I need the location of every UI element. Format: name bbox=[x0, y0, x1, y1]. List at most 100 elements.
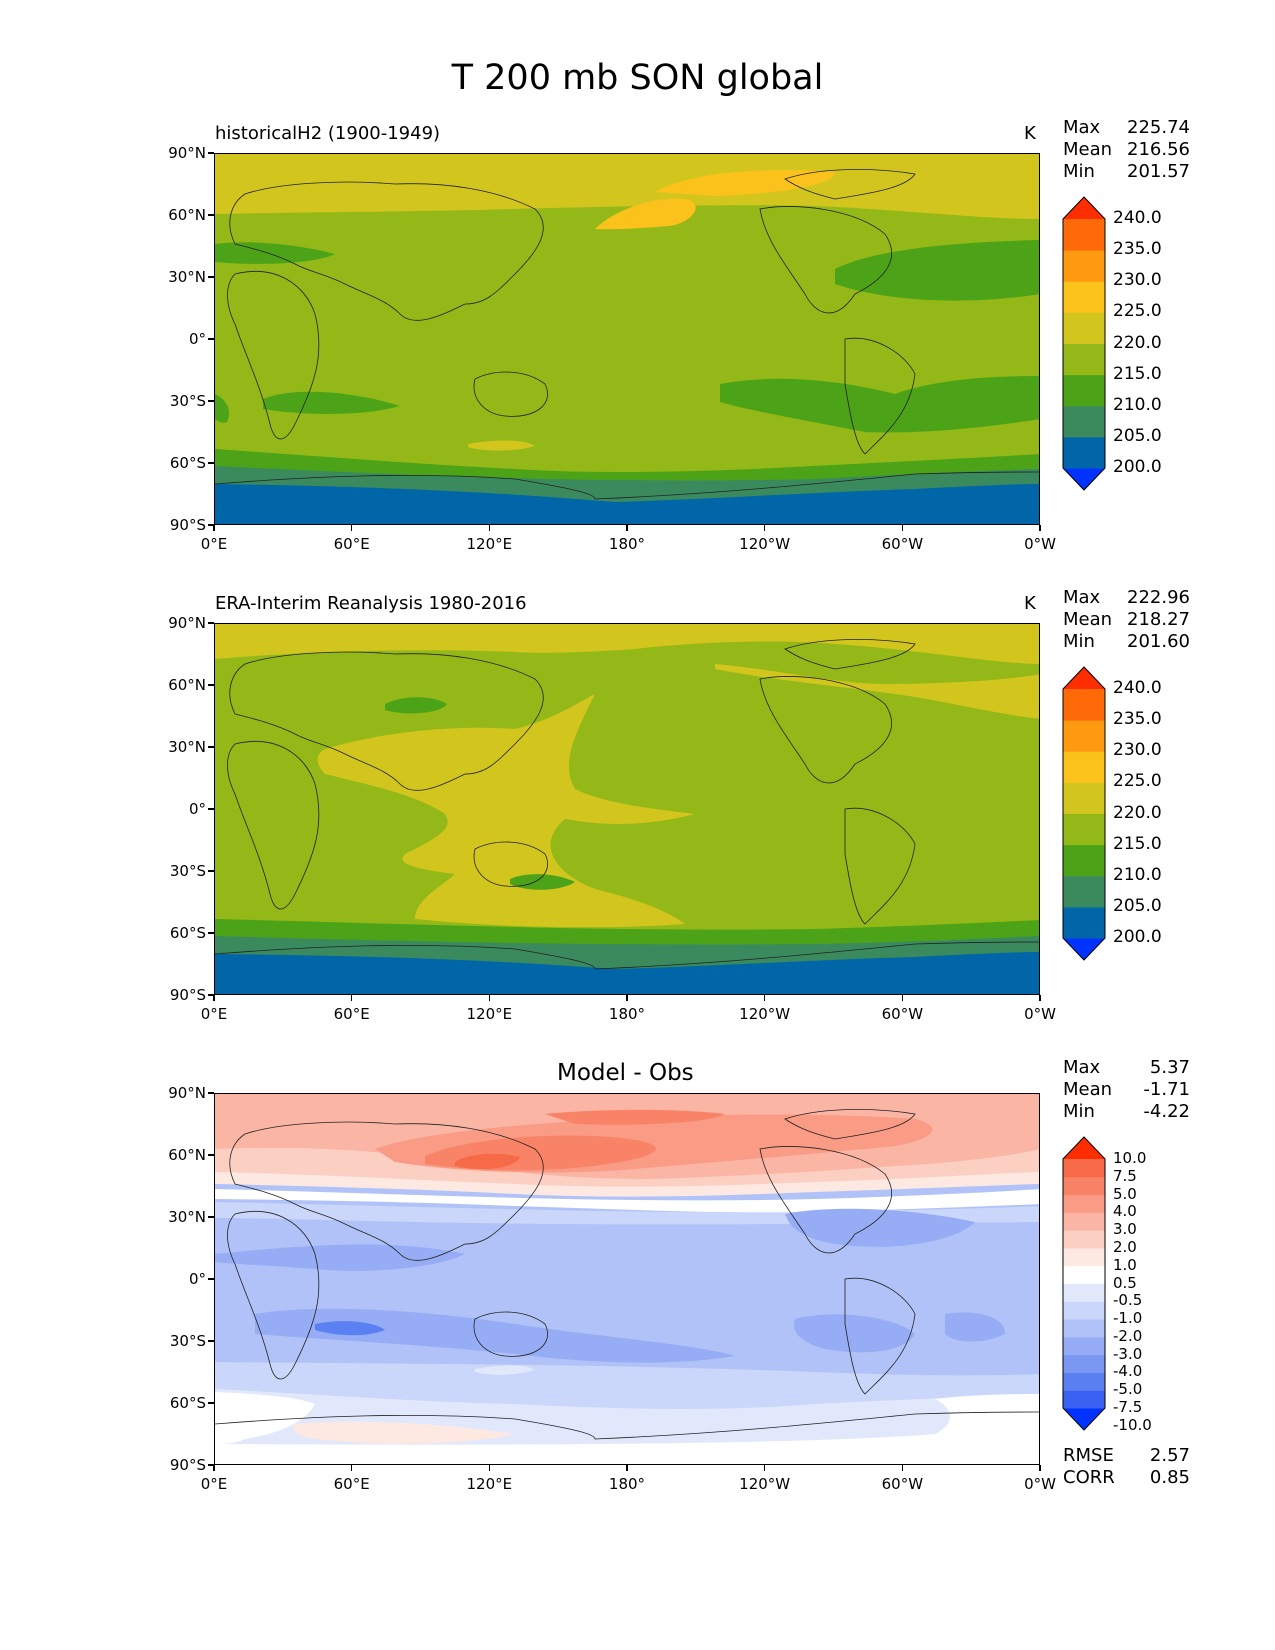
rmse-value: 2.57 bbox=[1149, 1445, 1190, 1466]
x-tick-label: 60°E bbox=[333, 1475, 370, 1493]
colorbar-outline bbox=[1062, 196, 1106, 491]
stat-max-value: 222.96 bbox=[1127, 587, 1190, 608]
y-tick-mark bbox=[208, 1092, 214, 1094]
stat-max-label: Max bbox=[1063, 587, 1101, 608]
stat-max-label: Max bbox=[1063, 1057, 1101, 1078]
map-plot bbox=[214, 1093, 1040, 1465]
stat-max-label: Max bbox=[1063, 117, 1101, 138]
colorbar-segment bbox=[1063, 751, 1105, 783]
panel-obs: ERA-Interim Reanalysis 1980-2016 K 90° bbox=[0, 470, 1275, 1023]
y-tick-mark bbox=[208, 524, 214, 526]
colorbar-extend-high bbox=[1063, 667, 1105, 689]
units-label: K bbox=[1024, 123, 1036, 144]
colorbar-tick-label: 10.0 bbox=[1113, 1149, 1147, 1167]
colorbar-tick-label: 205.0 bbox=[1113, 425, 1162, 446]
figure-title: T 200 mb SON global bbox=[451, 58, 824, 98]
y-tick-label: 30°N bbox=[168, 268, 206, 286]
stat-min-value: -4.22 bbox=[1143, 1101, 1190, 1122]
y-tick-label: 30°S bbox=[169, 392, 206, 410]
stat-mean-value: -1.71 bbox=[1143, 1079, 1190, 1100]
colorbar-segment bbox=[1063, 875, 1105, 908]
y-tick-label: 60°S bbox=[169, 924, 206, 942]
x-tick-mark bbox=[213, 995, 215, 1001]
x-tick-label: 180° bbox=[608, 535, 646, 553]
colorbar-tick-label: 240.0 bbox=[1113, 678, 1162, 698]
map-svg bbox=[215, 1094, 1039, 1464]
colorbar-tick-label: 200.0 bbox=[1113, 457, 1162, 477]
map-svg bbox=[215, 624, 1039, 994]
colorbar-extend-high bbox=[1063, 1137, 1105, 1159]
y-tick-label: 0° bbox=[188, 330, 206, 348]
colorbar-tick-label: 205.0 bbox=[1113, 895, 1162, 916]
x-tick-label: 120°W bbox=[739, 535, 791, 553]
colorbar-tick-label: 3.0 bbox=[1113, 1220, 1137, 1239]
y-tick-label: 90°S bbox=[169, 516, 206, 534]
x-tick-label: 60°E bbox=[333, 535, 370, 553]
x-tick-mark bbox=[213, 525, 215, 531]
units-label: K bbox=[1024, 593, 1036, 614]
colorbar-tick-label: 200.0 bbox=[1113, 927, 1162, 947]
y-tick-label: 0° bbox=[188, 800, 206, 818]
colorbar-segment bbox=[1063, 1194, 1105, 1213]
x-tick-label: 0°W bbox=[1024, 1005, 1056, 1023]
colorbar-outline bbox=[1062, 666, 1106, 961]
x-tick-mark bbox=[901, 525, 904, 531]
colorbar-segment bbox=[1063, 1265, 1105, 1284]
y-tick-label: 90°S bbox=[169, 986, 206, 1004]
x-tick-mark bbox=[626, 1465, 628, 1471]
map-plot bbox=[214, 153, 1040, 525]
colorbar-tick-label: 210.0 bbox=[1113, 864, 1162, 885]
x-tick-mark bbox=[488, 995, 491, 1001]
y-tick-mark bbox=[208, 338, 214, 340]
stat-mean-value: 216.56 bbox=[1127, 139, 1190, 160]
colorbar-segment bbox=[1063, 1283, 1105, 1302]
x-tick-mark bbox=[763, 525, 766, 531]
x-tick-label: 60°W bbox=[881, 535, 924, 553]
y-tick-label: 30°S bbox=[169, 862, 206, 880]
stat-max-value: 225.74 bbox=[1127, 117, 1190, 138]
colorbar-segment bbox=[1063, 1159, 1105, 1178]
colorbar-extend-high bbox=[1063, 197, 1105, 219]
x-tick-mark bbox=[488, 525, 491, 531]
y-tick-mark bbox=[208, 746, 214, 748]
y-tick-mark bbox=[208, 684, 214, 686]
colorbar-segment bbox=[1063, 1390, 1105, 1409]
x-tick-mark bbox=[350, 1465, 353, 1471]
x-tick-label: 60°W bbox=[881, 1475, 924, 1493]
colorbar-segment bbox=[1063, 312, 1105, 344]
colorbar-segment bbox=[1063, 219, 1105, 251]
stat-mean-label: Mean bbox=[1063, 609, 1113, 630]
colorbar-segment bbox=[1063, 343, 1105, 376]
y-tick-label: 90°S bbox=[169, 1456, 206, 1474]
x-tick-label: 120°E bbox=[466, 1475, 513, 1493]
colorbar-segment bbox=[1063, 782, 1105, 814]
colorbar-tick-label: -2.0 bbox=[1113, 1326, 1143, 1345]
x-tick-mark bbox=[350, 525, 353, 531]
x-tick-mark bbox=[1039, 525, 1041, 531]
y-tick-mark bbox=[208, 1216, 214, 1218]
y-tick-mark bbox=[208, 462, 214, 464]
colorbar-segment bbox=[1063, 250, 1105, 282]
x-tick-mark bbox=[901, 1465, 904, 1471]
colorbar-segment bbox=[1063, 1301, 1105, 1320]
stat-min-label: Min bbox=[1063, 631, 1095, 652]
colorbar-tick-label: 235.0 bbox=[1113, 239, 1162, 260]
x-tick-label: 60°W bbox=[881, 1005, 924, 1023]
colorbar-segment bbox=[1063, 1372, 1105, 1391]
colorbar-segment bbox=[1063, 1336, 1105, 1356]
y-tick-label: 60°S bbox=[169, 454, 206, 472]
y-tick-mark bbox=[208, 276, 214, 278]
panel-label: historicalH2 (1900-1949) bbox=[215, 123, 441, 144]
colorbar-tick-label: 1.0 bbox=[1113, 1255, 1137, 1274]
colorbar-segment bbox=[1063, 1212, 1105, 1231]
x-tick-label: 120°E bbox=[466, 1005, 513, 1023]
x-tick-mark bbox=[1039, 1465, 1041, 1471]
panel-title: Model - Obs bbox=[557, 1060, 694, 1086]
x-tick-mark bbox=[350, 995, 353, 1001]
colorbar-tick-label: -10.0 bbox=[1113, 1415, 1152, 1434]
y-tick-label: 90°N bbox=[168, 144, 206, 162]
colorbar-segment bbox=[1063, 813, 1105, 846]
panel-model: historicalH2 (1900-1949) K bbox=[0, 0, 1275, 553]
colorbar-segment bbox=[1063, 1230, 1105, 1249]
stat-min-value: 201.57 bbox=[1127, 161, 1190, 182]
